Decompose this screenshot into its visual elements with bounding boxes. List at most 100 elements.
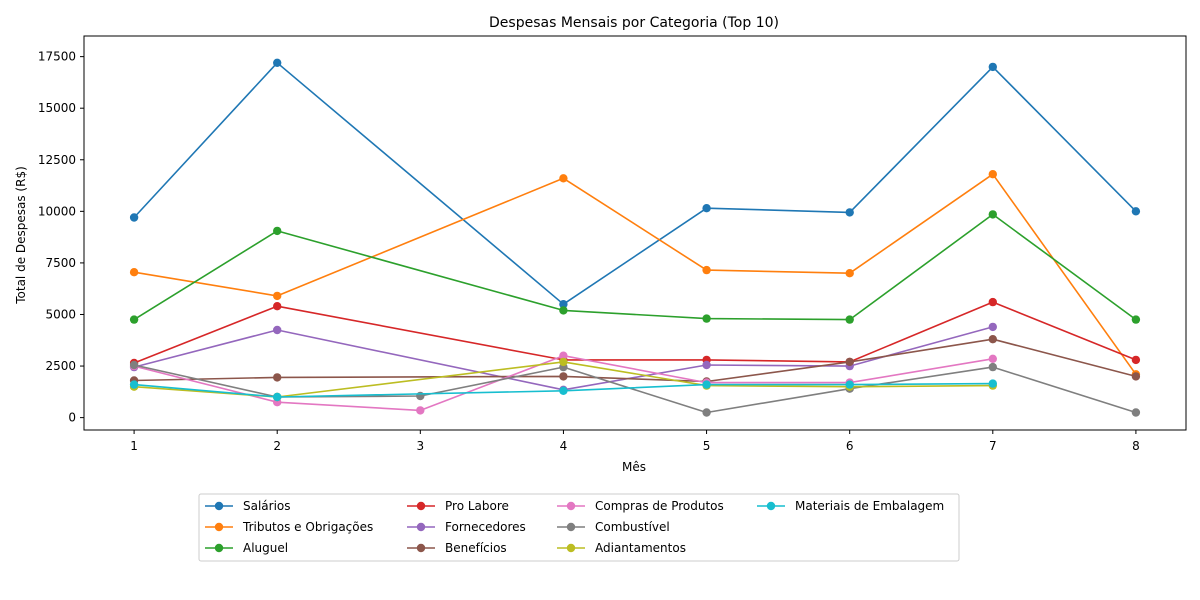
data-point — [845, 315, 854, 324]
legend-entry: Salários — [205, 499, 291, 513]
y-tick-label: 5000 — [45, 307, 76, 321]
y-tick-label: 12500 — [38, 153, 76, 167]
data-point — [273, 392, 282, 402]
y-tick-label: 17500 — [38, 50, 76, 64]
data-point — [1131, 315, 1141, 324]
data-point — [845, 269, 854, 278]
legend-label: Benefícios — [445, 541, 507, 555]
series-line — [134, 382, 993, 398]
data-point — [988, 297, 997, 307]
legend-entry: Aluguel — [205, 541, 288, 555]
x-tick-label: 4 — [560, 439, 568, 453]
legend-marker — [214, 543, 224, 553]
data-point — [988, 362, 997, 372]
legend-entry: Adiantamentos — [557, 541, 686, 555]
legend-entry: Materiais de Embalagem — [757, 499, 944, 513]
x-axis-title: Mês — [622, 460, 646, 474]
data-point — [559, 300, 568, 309]
legend-label: Salários — [243, 499, 291, 513]
legend-entry: Compras de Produtos — [557, 499, 724, 513]
series-line — [133, 61, 1137, 306]
legend-marker — [214, 501, 224, 511]
x-tick-label: 5 — [703, 439, 711, 453]
x-tick-label: 8 — [1132, 439, 1140, 453]
legend-entry: Combustível — [557, 520, 670, 534]
series-0 — [129, 58, 1141, 309]
data-point — [129, 380, 139, 389]
data-point — [273, 302, 282, 311]
data-point — [129, 360, 139, 370]
y-axis-title: Total de Despesas (R$) — [14, 166, 28, 305]
data-point — [559, 351, 568, 360]
series-2 — [129, 210, 1141, 324]
data-point — [988, 379, 997, 388]
legend-entry: Tributos e Obrigações — [205, 520, 373, 534]
x-tick-label: 1 — [130, 439, 138, 453]
series-line — [133, 213, 1137, 321]
data-point — [273, 58, 282, 67]
data-point — [273, 291, 282, 301]
legend-label: Fornecedores — [445, 520, 526, 534]
legend-label: Aluguel — [243, 541, 288, 555]
data-point — [1131, 355, 1141, 365]
legend-marker — [766, 501, 776, 511]
data-point — [1131, 207, 1141, 216]
legend-marker — [416, 501, 426, 511]
data-point — [702, 408, 711, 417]
data-point — [845, 357, 854, 367]
data-point — [129, 268, 139, 277]
data-point — [702, 204, 711, 213]
x-tick-label: 7 — [989, 439, 997, 453]
data-point — [273, 226, 282, 236]
legend-label: Tributos e Obrigações — [242, 520, 373, 534]
y-tick-label: 7500 — [45, 256, 76, 270]
series-1 — [129, 170, 1141, 379]
data-point — [988, 354, 997, 363]
data-point — [845, 380, 854, 389]
series-9 — [129, 379, 997, 402]
legend-marker — [416, 543, 426, 553]
legend-marker — [416, 522, 426, 532]
chart-title: Despesas Mensais por Categoria (Top 10) — [489, 15, 779, 31]
y-tick-label: 10000 — [38, 204, 76, 218]
data-point — [416, 406, 425, 415]
data-point — [273, 325, 282, 335]
legend-label: Adiantamentos — [595, 541, 686, 555]
data-point — [988, 62, 997, 72]
data-point — [559, 306, 568, 315]
data-point — [988, 170, 997, 179]
legend-label: Pro Labore — [445, 499, 509, 513]
series-3 — [129, 297, 1141, 368]
series-line — [133, 326, 994, 391]
x-tick-label: 2 — [273, 439, 281, 453]
x-tick-label: 3 — [417, 439, 425, 453]
axes: 1 2 3 4 5 6 7 8 0 2500 5000 7500 10000 12500 15000 1750… — [38, 35, 1187, 453]
legend-label: Materiais de Embalagem — [795, 499, 944, 513]
data-point — [988, 335, 997, 344]
legend-label: Combustível — [595, 520, 670, 534]
data-point — [702, 380, 711, 389]
data-point — [702, 265, 711, 275]
plot-area — [129, 58, 1141, 417]
legend-entry: Fornecedores — [407, 520, 526, 534]
legend-marker — [214, 522, 224, 532]
data-point — [1131, 372, 1141, 381]
y-tick-label: 0 — [68, 411, 76, 425]
data-point — [1131, 408, 1141, 417]
data-point — [845, 208, 854, 217]
plot-frame — [83, 35, 1187, 431]
data-point — [273, 373, 282, 382]
legend-marker — [566, 522, 576, 532]
legend-entry: Pro Labore — [407, 499, 509, 513]
series-line — [133, 173, 1137, 375]
legend-marker — [566, 543, 576, 553]
data-point — [559, 386, 568, 395]
data-point — [988, 210, 997, 219]
legend-label: Compras de Produtos — [595, 499, 724, 513]
data-point — [988, 322, 997, 332]
legend: Salários Tributos e Obrigações Aluguel Pro … — [198, 493, 960, 562]
data-point — [702, 360, 711, 370]
y-tick-label: 2500 — [45, 359, 76, 373]
x-tick-label: 6 — [846, 439, 854, 453]
